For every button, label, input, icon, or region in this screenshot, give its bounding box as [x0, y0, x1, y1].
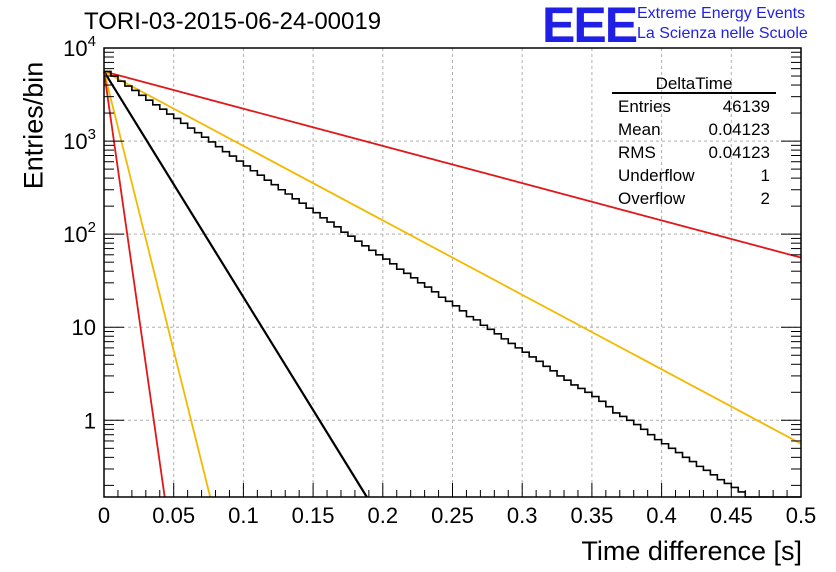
- x-tick-label: 0.3: [507, 503, 538, 528]
- fit-curve: [103, 70, 368, 498]
- stats-name: DeltaTime: [656, 74, 733, 93]
- grid: [104, 47, 801, 497]
- y-tick-label-base: 10: [63, 222, 87, 247]
- y-tick-label: 104: [63, 33, 96, 61]
- chart-title: TORI-03-2015-06-24-00019: [84, 8, 382, 35]
- logo-caption: Extreme Energy Events La Scienza nelle S…: [637, 4, 808, 44]
- x-tick-label: 0.1: [228, 503, 259, 528]
- x-tick-label: 0.15: [292, 503, 335, 528]
- stats-label: Overflow: [618, 189, 686, 208]
- y-tick-label: 103: [63, 126, 96, 154]
- logo-caption-line2: La Scienza nelle Scuole: [637, 25, 808, 42]
- stats-box: DeltaTime Entries 46139 Mean 0.04123 RMS 0.041…: [612, 74, 776, 208]
- x-tick-label: 0.5: [786, 503, 817, 528]
- x-tick-label: 0.2: [368, 503, 399, 528]
- fit-curve: [103, 70, 802, 445]
- fit-curves: [103, 70, 802, 498]
- eee-logo: EEE: [542, 0, 638, 53]
- y-tick-label-base: 10: [63, 36, 87, 61]
- x-tick-label: 0.25: [431, 503, 474, 528]
- y-tick-label-base: 10: [72, 315, 96, 340]
- logo-caption-line1: Extreme Energy Events: [637, 5, 806, 22]
- x-tick-label: 0: [98, 503, 110, 528]
- stats-value: 46139: [723, 97, 770, 116]
- y-tick-label-base: 10: [63, 129, 87, 154]
- histogram-steps: [104, 70, 801, 498]
- tick-labels: 0 0.05 0.1 0.15 0.2 0.25 0.3 0.35 0.4 0.45 0.51041…: [63, 33, 816, 528]
- stats-label: Entries: [618, 97, 671, 116]
- x-axis-label: Time difference [s]: [581, 536, 802, 566]
- fit-curve: [103, 71, 212, 498]
- y-tick-label-exponent: 4: [88, 33, 96, 50]
- stats-value: 0.04123: [709, 143, 770, 162]
- stats-label: RMS: [618, 143, 656, 162]
- y-tick-label-base: 1: [84, 408, 96, 433]
- y-tick-label-exponent: 2: [88, 219, 96, 236]
- x-tick-label: 0.45: [710, 503, 753, 528]
- stats-label: Mean: [618, 120, 661, 139]
- stats-value: 1: [761, 166, 770, 185]
- stats-value: 2: [761, 189, 770, 208]
- stats-value: 0.04123: [709, 120, 770, 139]
- y-tick-label-exponent: 3: [88, 126, 96, 143]
- y-tick-label: 102: [63, 219, 96, 247]
- y-axis-label: Entries/bin: [18, 61, 49, 190]
- fit-curve: [103, 71, 166, 498]
- histogram: [104, 70, 801, 498]
- x-tick-label: 0.05: [152, 503, 195, 528]
- x-tick-label: 0.4: [646, 503, 677, 528]
- y-tick-label: 1: [84, 408, 96, 433]
- x-tick-label: 0.35: [570, 503, 613, 528]
- y-tick-label: 10: [72, 315, 96, 340]
- stats-label: Underflow: [618, 166, 695, 185]
- axis-ticks: [103, 47, 802, 497]
- fit-curve: [103, 70, 802, 259]
